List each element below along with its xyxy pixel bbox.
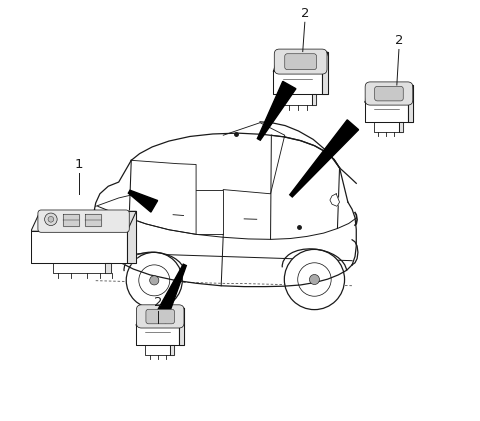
Polygon shape: [399, 123, 403, 132]
Polygon shape: [145, 345, 170, 355]
Polygon shape: [257, 81, 296, 140]
Polygon shape: [179, 308, 184, 345]
Polygon shape: [274, 71, 322, 94]
Polygon shape: [136, 308, 184, 325]
Circle shape: [45, 213, 57, 226]
FancyBboxPatch shape: [365, 82, 413, 105]
Polygon shape: [283, 94, 312, 105]
Polygon shape: [170, 345, 174, 355]
Polygon shape: [322, 52, 328, 94]
Polygon shape: [52, 263, 106, 273]
FancyBboxPatch shape: [274, 49, 327, 74]
Polygon shape: [136, 325, 179, 345]
FancyBboxPatch shape: [136, 305, 184, 328]
Polygon shape: [290, 120, 359, 197]
Polygon shape: [31, 231, 127, 263]
Circle shape: [150, 276, 159, 285]
Polygon shape: [365, 102, 408, 123]
Polygon shape: [330, 194, 339, 206]
Polygon shape: [106, 263, 111, 273]
FancyBboxPatch shape: [38, 210, 129, 232]
Text: 2: 2: [300, 7, 309, 20]
Polygon shape: [312, 94, 316, 105]
Polygon shape: [85, 214, 101, 226]
Text: 1: 1: [75, 158, 83, 171]
Polygon shape: [408, 85, 413, 123]
Polygon shape: [274, 52, 328, 71]
Text: 2: 2: [154, 296, 163, 309]
Polygon shape: [373, 123, 399, 132]
Polygon shape: [365, 85, 413, 102]
FancyBboxPatch shape: [285, 54, 316, 69]
Circle shape: [284, 249, 345, 309]
Circle shape: [310, 274, 320, 285]
FancyBboxPatch shape: [375, 86, 403, 101]
FancyBboxPatch shape: [146, 309, 174, 324]
Polygon shape: [31, 211, 136, 231]
Polygon shape: [128, 190, 157, 212]
Polygon shape: [127, 211, 136, 263]
Text: 2: 2: [395, 35, 403, 48]
Polygon shape: [154, 264, 186, 323]
Circle shape: [126, 252, 182, 308]
Polygon shape: [63, 214, 79, 226]
Circle shape: [48, 216, 54, 222]
